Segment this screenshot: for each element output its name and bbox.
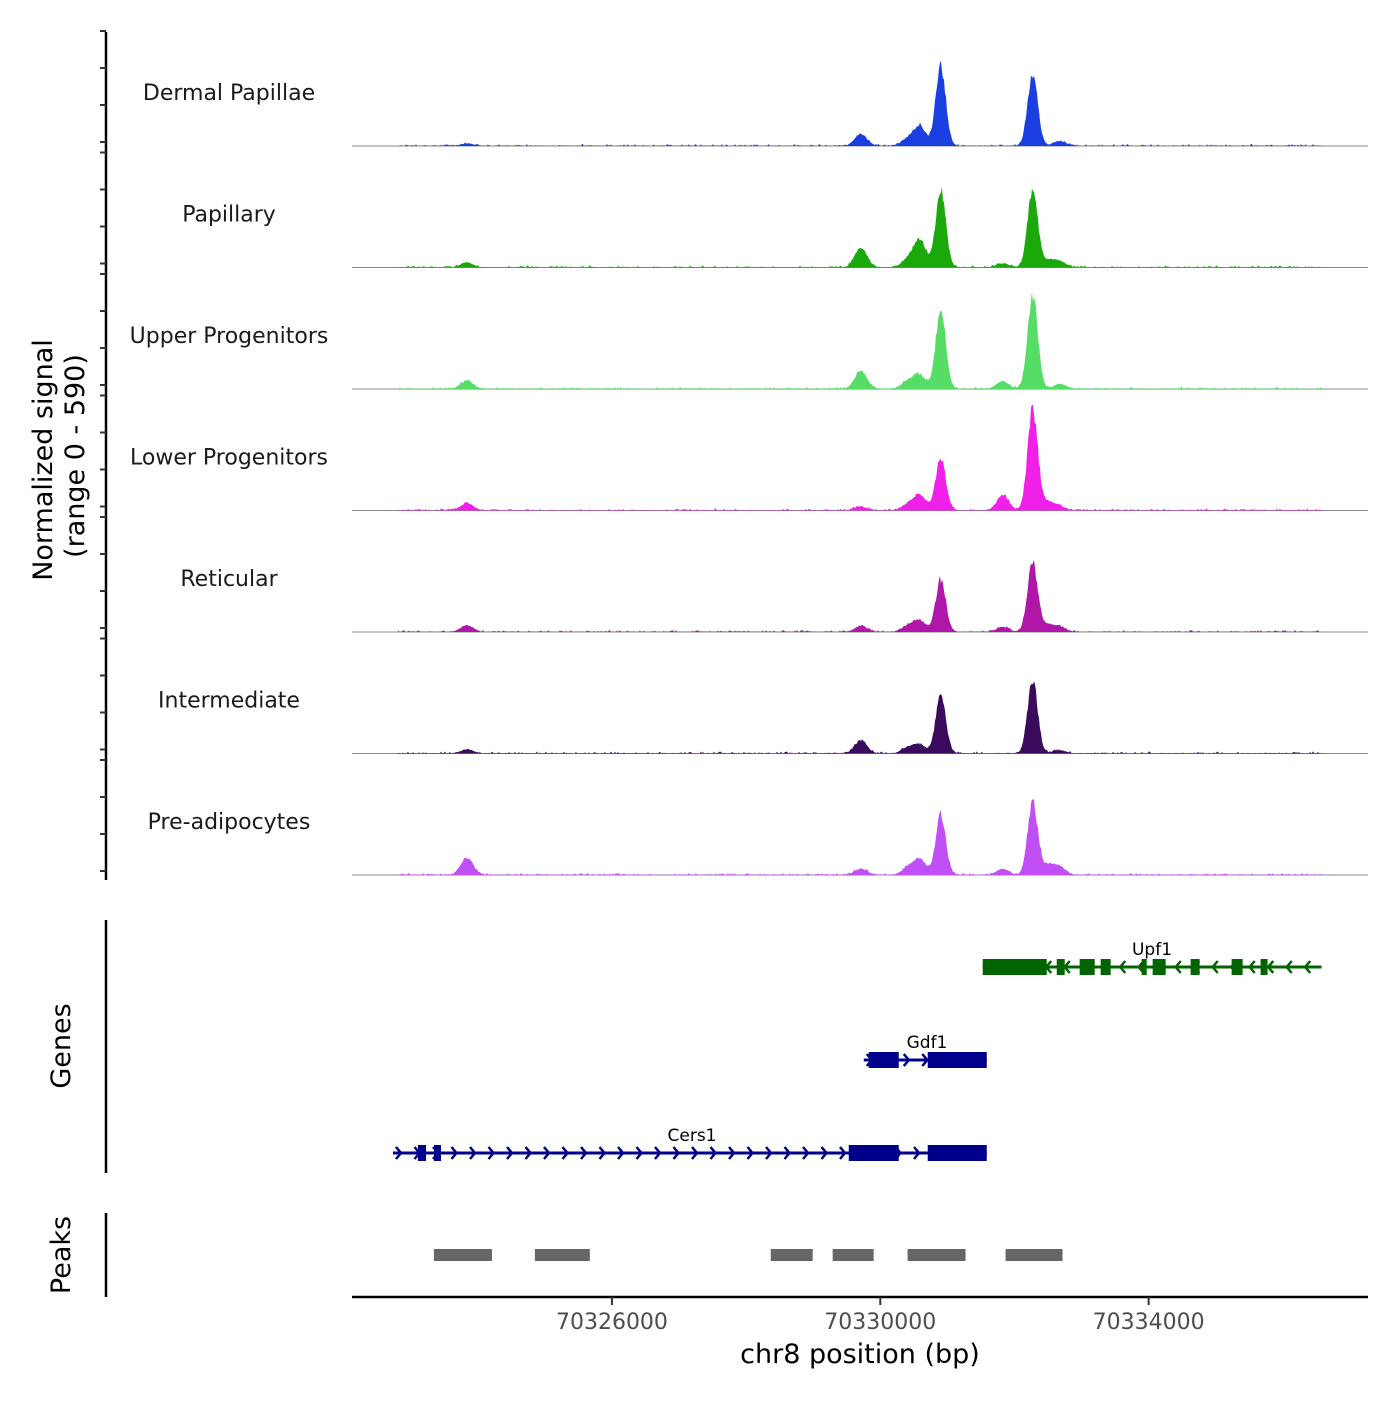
track-label: Reticular <box>180 567 278 592</box>
track-label: Lower Progenitors <box>130 446 328 471</box>
coverage-track: Papillary <box>182 186 1368 268</box>
gene-exon <box>1231 959 1243 975</box>
strand-arrow-icon <box>921 1053 929 1067</box>
gene-exon <box>1260 959 1268 975</box>
strand-arrow-icon <box>1303 960 1312 974</box>
coverage-area <box>397 799 1322 875</box>
strand-arrow-icon <box>1248 960 1256 974</box>
x-axis-ticks: 70326000 70330000 70334000 <box>556 1297 1205 1335</box>
strand-arrow-icon <box>1285 960 1293 974</box>
peak-region <box>433 1249 492 1261</box>
y-axis-title: Normalized signal <box>28 339 59 581</box>
strand-arrow-icon <box>561 1146 570 1160</box>
gene-label: Cers1 <box>668 1126 717 1146</box>
gene-exon <box>1152 959 1166 975</box>
gene-label: Gdf1 <box>907 1033 948 1053</box>
coverage-area <box>397 186 1322 268</box>
strand-arrow-icon <box>746 1146 755 1160</box>
coverage-track: Reticular <box>180 559 1368 633</box>
coverage-area <box>397 404 1322 511</box>
strand-arrow-icon <box>580 1146 588 1160</box>
strand-arrow-icon <box>783 1146 792 1160</box>
strand-arrow-icon <box>913 1146 921 1160</box>
strand-arrow-icon <box>1118 960 1127 974</box>
gene-exon <box>982 959 1047 975</box>
coverage-track: Pre-adipocytes <box>148 799 1368 876</box>
y-axis-subtitle: (range 0 - 590) <box>60 354 91 558</box>
coverage-area <box>397 681 1322 754</box>
gene-exon <box>1100 959 1111 975</box>
strand-arrow-icon <box>839 1146 847 1160</box>
strand-arrow-icon <box>672 1146 681 1160</box>
strand-arrow-icon <box>543 1146 551 1160</box>
peaks-axis-title: Peaks <box>46 1216 77 1294</box>
coverage-track: Dermal Papillae <box>143 60 1368 147</box>
coverage-tracks: Dermal Papillae Papillary Upper Progenitor… <box>130 60 1368 876</box>
track-label: Dermal Papillae <box>143 81 315 106</box>
coverage-area <box>397 559 1322 632</box>
strand-arrow-icon <box>487 1146 496 1160</box>
coverage-track: Intermediate <box>158 681 1368 754</box>
strand-arrow-icon <box>395 1146 403 1160</box>
coverage-area <box>397 292 1322 389</box>
strand-arrow-icon <box>598 1146 607 1160</box>
coverage-track: Lower Progenitors <box>130 404 1368 511</box>
strand-arrow-icon <box>654 1146 662 1160</box>
coverage-area <box>397 60 1322 146</box>
gene-exon <box>1141 959 1147 975</box>
track-label: Upper Progenitors <box>130 324 329 349</box>
gene-exon <box>433 1145 441 1161</box>
strand-arrow-icon <box>617 1146 625 1160</box>
strand-arrow-icon <box>469 1146 477 1160</box>
strand-arrow-icon <box>765 1146 773 1160</box>
gene-exon <box>868 1052 899 1068</box>
strand-arrow-icon <box>506 1146 514 1160</box>
peak-region <box>770 1249 813 1261</box>
gene-exon <box>1190 959 1200 975</box>
strand-arrow-icon <box>1063 960 1071 974</box>
strand-arrow-icon <box>820 1146 829 1160</box>
strand-arrow-icon <box>1211 960 1219 974</box>
genes-axis-title: Genes <box>46 1003 77 1088</box>
x-tick-label: 70330000 <box>824 1310 936 1335</box>
peak-region <box>832 1249 874 1261</box>
gene-cers1: Cers1 <box>392 1126 987 1161</box>
track-label: Intermediate <box>158 689 300 714</box>
strand-arrow-icon <box>728 1146 736 1160</box>
peak-region <box>534 1249 590 1261</box>
strand-arrow-icon <box>902 1053 911 1067</box>
gene-exon <box>927 1145 987 1161</box>
gene-exon <box>1056 959 1065 975</box>
track-label: Papillary <box>182 203 276 228</box>
strand-arrow-icon <box>635 1146 644 1160</box>
strand-arrow-icon <box>691 1146 699 1160</box>
strand-arrow-icon <box>802 1146 810 1160</box>
y-axis-ticks <box>100 30 106 872</box>
peak-region <box>907 1249 966 1261</box>
x-tick-label: 70334000 <box>1093 1310 1205 1335</box>
x-tick-label: 70326000 <box>556 1310 668 1335</box>
gene-exon <box>417 1145 426 1161</box>
strand-arrow-icon <box>524 1146 533 1160</box>
x-axis-title: chr8 position (bp) <box>740 1339 980 1370</box>
gene-gdf1: Gdf1 <box>863 1033 987 1068</box>
strand-arrow-icon <box>450 1146 459 1160</box>
gene-upf1: Upf1 <box>982 940 1322 975</box>
gene-label: Upf1 <box>1132 940 1172 960</box>
coverage-track: Upper Progenitors <box>130 292 1368 390</box>
track-label: Pre-adipocytes <box>148 810 311 835</box>
gene-exon <box>848 1145 899 1161</box>
gene-exon <box>927 1052 987 1068</box>
strand-arrow-icon <box>1266 960 1275 974</box>
gene-exon <box>1079 959 1095 975</box>
peak-regions <box>433 1249 1063 1261</box>
strand-arrow-icon <box>709 1146 718 1160</box>
gene-annotations: Upf1 Gdf1 Cers1 <box>392 940 1322 1161</box>
peak-region <box>1005 1249 1063 1261</box>
strand-arrow-icon <box>1174 960 1182 974</box>
